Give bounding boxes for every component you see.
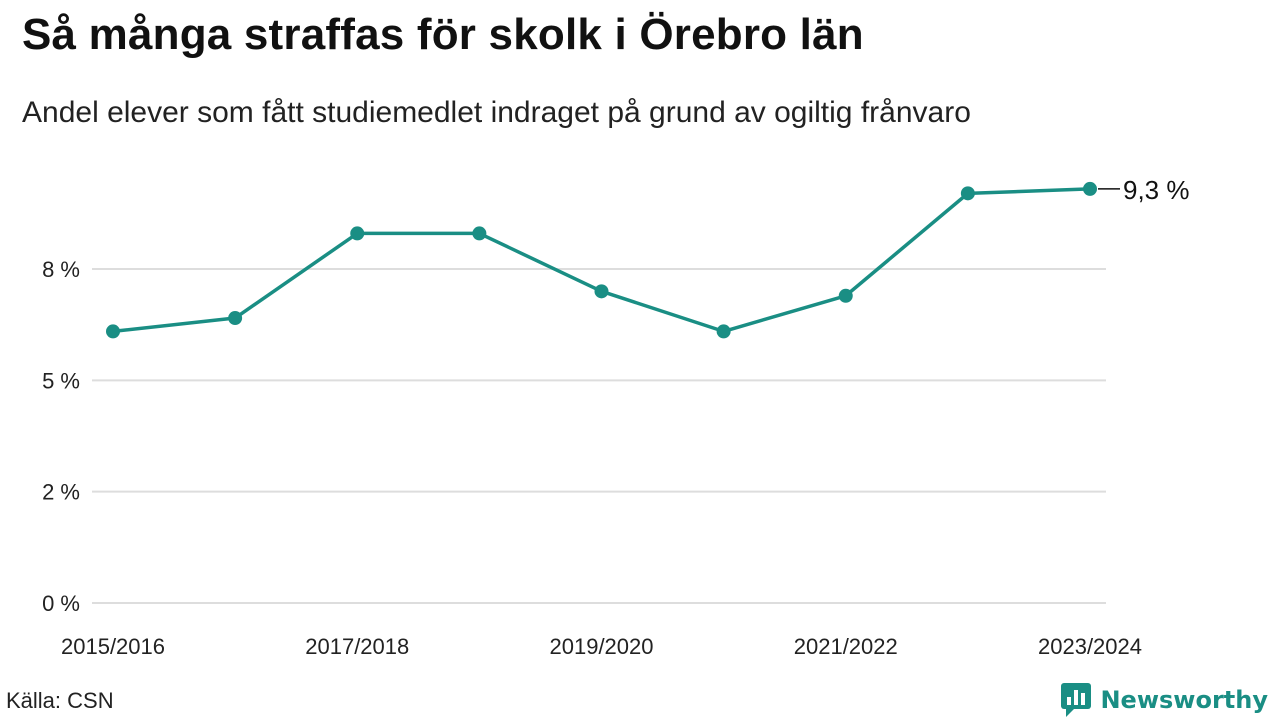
data-point: [350, 226, 365, 241]
x-tick-label: 2019/2020: [550, 634, 654, 659]
brand-logo: Newsworthy: [1060, 682, 1268, 718]
y-axis-labels: 0 % 2 % 5 % 8 %: [42, 257, 80, 616]
x-tick-label: 2015/2016: [61, 634, 165, 659]
x-tick-label: 2017/2018: [305, 634, 409, 659]
x-tick-label: 2021/2022: [794, 634, 898, 659]
series-layer: 9,3 %: [106, 175, 1190, 339]
end-value-label: 9,3 %: [1123, 175, 1190, 205]
data-point: [1083, 181, 1097, 196]
brand-name: Newsworthy: [1100, 686, 1268, 714]
y-tick-label: 0 %: [42, 591, 80, 616]
data-point: [106, 324, 120, 339]
data-point: [960, 186, 975, 201]
chart-subtitle: Andel elever som fått studiemedlet indra…: [22, 96, 971, 129]
y-tick-label: 8 %: [42, 257, 80, 282]
line-chart: 0 % 2 % 5 % 8 % 2015/2016 2017/2018 2019/2020…: [42, 175, 1190, 659]
data-point: [838, 288, 853, 303]
grid-layer: [92, 268, 1106, 604]
x-tick-label: 2023/2024: [1038, 634, 1142, 659]
data-point: [228, 311, 243, 326]
y-tick-label: 2 %: [42, 480, 80, 505]
newsworthy-logo-icon: [1061, 683, 1092, 717]
y-tick-label: 5 %: [42, 368, 80, 393]
data-point: [472, 226, 487, 241]
chart-title: Så många straffas för skolk i Örebro län: [22, 10, 864, 59]
source-note: Källa: CSN: [6, 688, 114, 713]
data-point: [594, 284, 609, 299]
series-line: [112, 187, 1091, 334]
x-axis-labels: 2015/2016 2017/2018 2019/2020 2021/2022 2023…: [61, 634, 1142, 659]
data-point: [716, 324, 731, 339]
